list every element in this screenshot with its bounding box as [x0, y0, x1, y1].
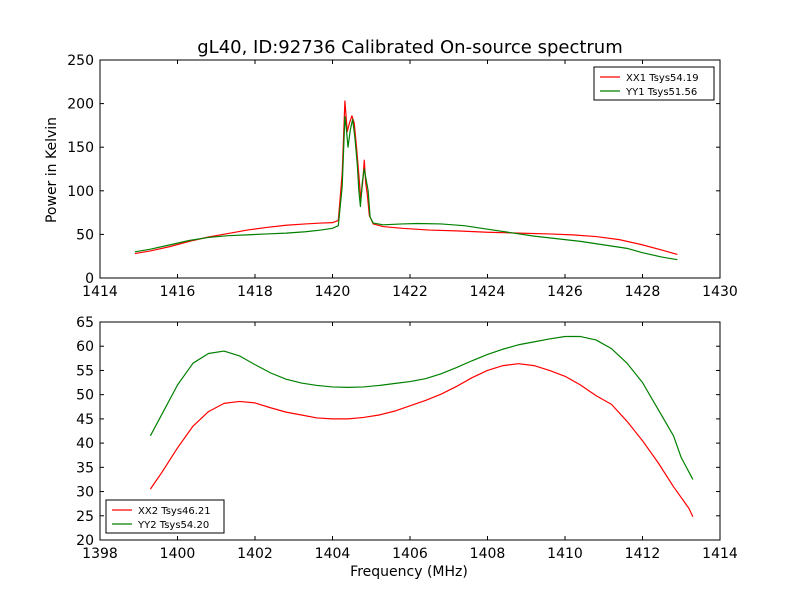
y-tick-label: 25 [76, 509, 94, 525]
y-tick-label: 40 [76, 436, 94, 452]
x-tick-label: 1412 [625, 546, 661, 562]
y-tick-label: 30 [76, 485, 94, 501]
legend-1: XX1 Tsys54.19 YY1 Tsys51.56 [593, 66, 715, 101]
x-tick-label: 1416 [160, 284, 196, 300]
x-tick-label: 1402 [237, 546, 273, 562]
plots-layer: 1414 1416 1418 1420 1422 1424 1426 1428 14300501… [67, 53, 738, 562]
legend-label: YY1 Tsys51.56 [625, 87, 697, 98]
x-tick-label: 1404 [315, 546, 351, 562]
y-tick-label: 150 [67, 140, 94, 156]
chart-title: gL40, ID:92736 Calibrated On-source spec… [197, 37, 623, 58]
series-line-1-2 [134, 116, 678, 261]
legend-label: XX2 Tsys46.21 [138, 506, 211, 517]
x-tick-label: 1414 [82, 284, 118, 300]
x-tick-label: 1398 [82, 546, 118, 562]
x-tick-label: 1414 [702, 546, 738, 562]
legend-box [593, 66, 715, 101]
x-tick-label: 1410 [547, 546, 583, 562]
x-tick-label: 1428 [625, 284, 661, 300]
y-tick-label: 45 [76, 412, 94, 428]
x-tick-label: 1426 [547, 284, 583, 300]
y-tick-label: 55 [76, 363, 94, 379]
x-tick-label: 1420 [315, 284, 351, 300]
series-line-2-1 [149, 363, 694, 518]
x-tick-label: 1406 [392, 546, 428, 562]
y-tick-label: 200 [67, 97, 94, 113]
x-tick-label: 1430 [702, 284, 738, 300]
x-tick-label: 1400 [160, 546, 196, 562]
y-tick-label: 50 [76, 388, 94, 404]
axes-1: 1414 1416 1418 1420 1422 1424 1426 1428 1430 0 50 1… [67, 53, 738, 300]
axes-2: 1398 1400 1402 1404 1406 1408 1410 1412 1414 20 25… [76, 315, 738, 562]
x-tick-label: 1424 [470, 284, 506, 300]
y-tick-label: 250 [67, 53, 94, 69]
x-tick-label: 1422 [392, 284, 428, 300]
x-tick-label: 1408 [470, 546, 506, 562]
legend-box [105, 499, 225, 534]
y-tick-label: 100 [67, 184, 94, 200]
legend-2: XX2 Tsys46.21 YY2 Tsys54.20 [105, 499, 225, 534]
series-line-2-2 [149, 335, 694, 480]
y-tick-label: 60 [76, 339, 94, 355]
legend-label: YY2 Tsys54.20 [137, 520, 209, 531]
y-axis-label: Power in Kelvin [44, 117, 60, 223]
y-tick-label: 50 [76, 227, 94, 243]
y-tick-label: 65 [76, 315, 94, 331]
y-tick-label: 0 [85, 271, 94, 287]
x-axis-label: Frequency (MHz) [350, 564, 468, 580]
legend-label: XX1 Tsys54.19 [626, 73, 699, 84]
y-tick-label: 35 [76, 460, 94, 476]
y-tick-label: 20 [76, 533, 94, 549]
series-line-1-1 [134, 100, 678, 256]
x-tick-label: 1418 [237, 284, 273, 300]
